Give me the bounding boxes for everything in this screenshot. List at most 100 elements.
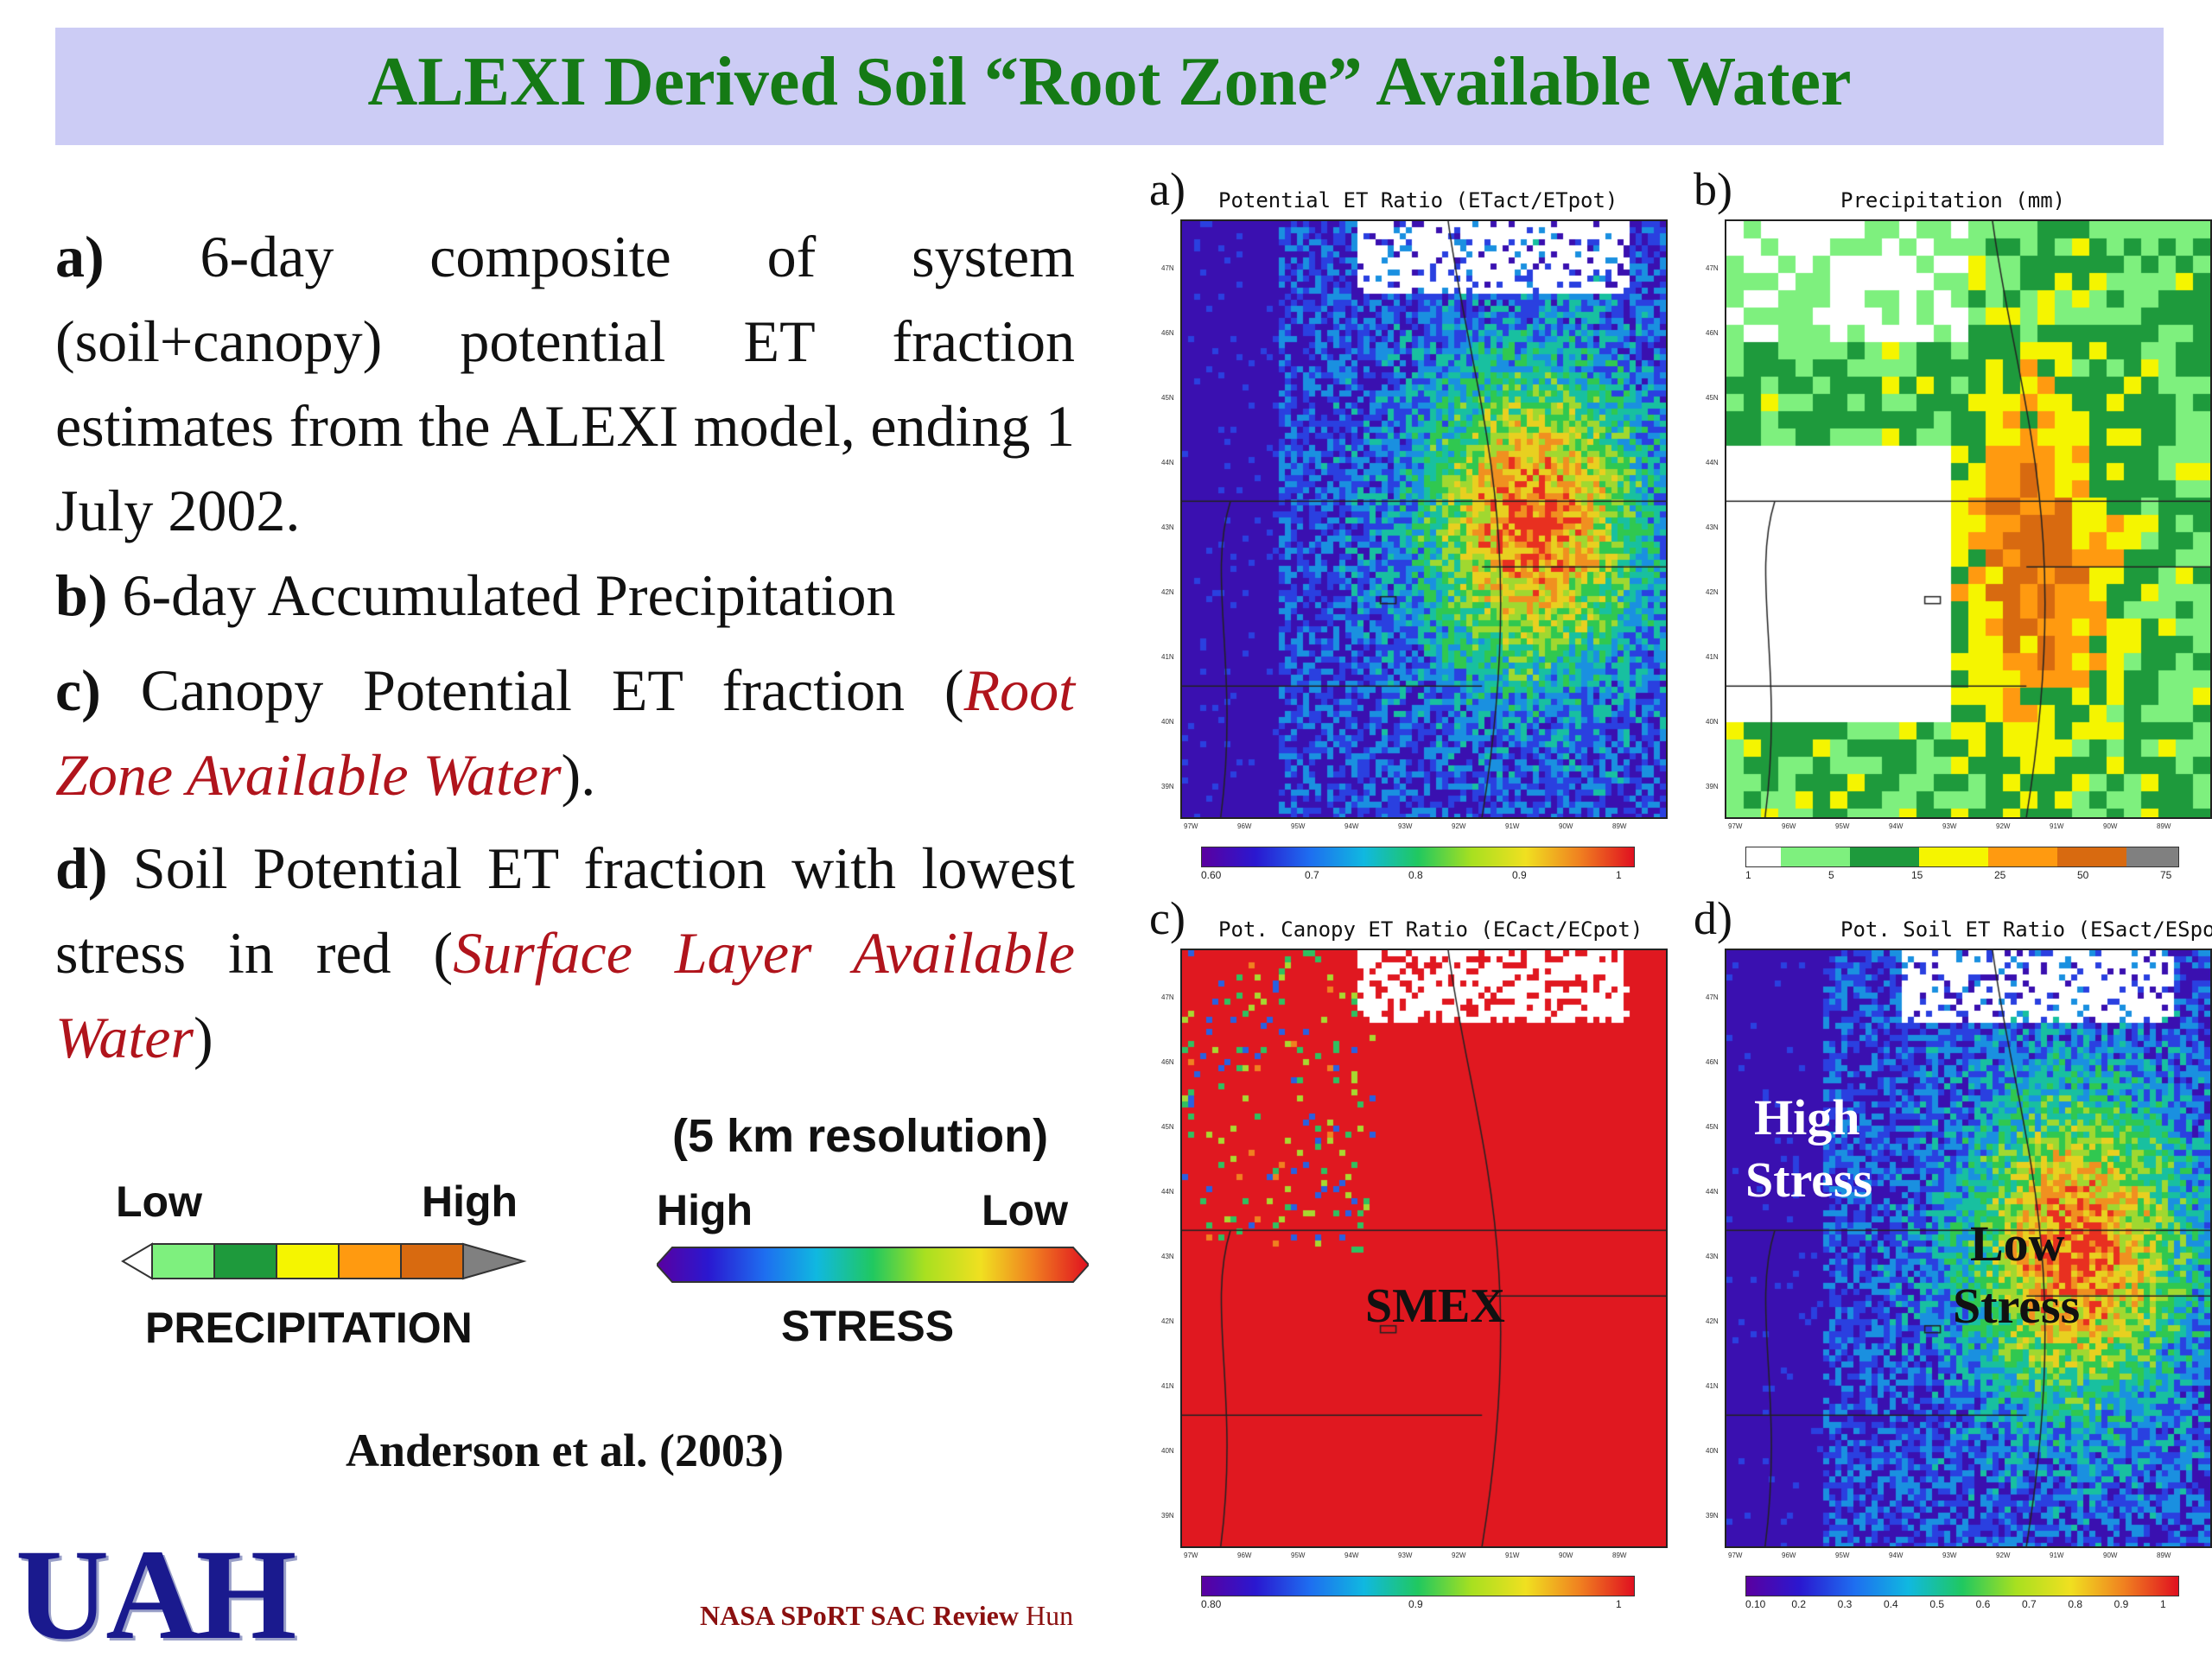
lat-tick: 39N — [1161, 1512, 1174, 1520]
lon-tick: 91W — [2050, 822, 2064, 830]
map-image — [1725, 219, 2212, 819]
lon-tick: 93W — [1942, 1552, 1957, 1559]
panel-colorbar — [1745, 847, 2179, 867]
precip-legend-segment — [213, 1243, 277, 1279]
colorbar-tick: 1 — [1616, 869, 1622, 881]
map-panel-b: b) Precipitation (mm) 47N 46N 45N 44N 43N 42N 41… — [1694, 163, 2212, 881]
lat-tick: 45N — [1161, 1123, 1174, 1131]
precip-legend-bar — [121, 1242, 527, 1280]
map-raster — [1182, 950, 1666, 1546]
lon-tick: 91W — [2050, 1552, 2064, 1559]
colorbar-tick: 1 — [2160, 1598, 2166, 1610]
panel-title: Pot. Soil ET Ratio (ESact/ESpot) — [1840, 917, 2212, 942]
low-stress-label-1: Low — [1970, 1215, 2065, 1272]
lat-tick: 43N — [1706, 524, 1719, 531]
colorbar-tick: 15 — [1911, 869, 1923, 881]
uah-logo: UAH — [16, 1523, 296, 1666]
item-b-text: 6-day Accumulated Precipitation — [107, 562, 896, 628]
lat-tick: 44N — [1161, 459, 1174, 466]
colorbar-tick: 0.7 — [2022, 1598, 2037, 1610]
lat-tick: 45N — [1706, 394, 1719, 402]
lat-tick: 41N — [1161, 1382, 1174, 1390]
lon-tick: 96W — [1782, 822, 1796, 830]
lon-tick: 97W — [1184, 1552, 1198, 1559]
map-panel-d: d) Pot. Soil ET Ratio (ESact/ESpot) 47N 46N… — [1694, 892, 2212, 1610]
lat-tick: 45N — [1706, 1123, 1719, 1131]
resolution-note: (5 km resolution) — [672, 1110, 1049, 1162]
lat-tick: 42N — [1706, 1317, 1719, 1325]
lon-tick: 93W — [1398, 822, 1413, 830]
low-stress-label-2: Stress — [1953, 1278, 2081, 1334]
map-raster — [1726, 221, 2210, 817]
panel-title: Precipitation (mm) — [1840, 188, 2066, 213]
lon-tick: 94W — [1889, 1552, 1904, 1559]
lat-tick: 40N — [1706, 718, 1719, 726]
lat-tick: 47N — [1706, 264, 1719, 272]
lat-tick: 46N — [1706, 1058, 1719, 1066]
lat-tick: 43N — [1161, 1253, 1174, 1260]
colorbar-tick: 25 — [1994, 869, 2006, 881]
lat-tick: 39N — [1706, 783, 1719, 790]
lat-tick: 41N — [1706, 653, 1719, 661]
item-c-red: Root Zone Available Water — [55, 657, 1075, 808]
colorbar-tick: 0.3 — [1837, 1598, 1853, 1610]
lon-tick: 92W — [1996, 1552, 2011, 1559]
lon-tick: 90W — [2103, 1552, 2118, 1559]
item-d-end: ) — [193, 1005, 213, 1070]
item-a-letter: a) — [55, 224, 105, 289]
map-image — [1180, 219, 1668, 819]
lon-tick: 96W — [1237, 822, 1252, 830]
lon-tick: 90W — [2103, 822, 2118, 830]
stress-legend-high: High — [657, 1186, 753, 1234]
colorbar-tick: 0.9 — [2113, 1598, 2129, 1610]
stress-legend-label: STRESS — [781, 1302, 955, 1350]
map-raster — [1182, 221, 1666, 817]
high-stress-label-2: Stress — [1745, 1152, 1873, 1208]
lat-tick: 45N — [1161, 394, 1174, 402]
lon-tick: 89W — [1612, 822, 1627, 830]
precip-legend-high: High — [422, 1177, 518, 1226]
lat-tick: 46N — [1706, 329, 1719, 337]
title-bar: ALEXI Derived Soil “Root Zone” Available… — [55, 28, 2164, 145]
lon-tick: 93W — [1398, 1552, 1413, 1559]
lon-tick: 94W — [1344, 822, 1359, 830]
lat-tick: 40N — [1706, 1447, 1719, 1455]
lat-tick: 44N — [1161, 1188, 1174, 1196]
lat-tick: 42N — [1706, 588, 1719, 596]
lat-tick: 47N — [1706, 993, 1719, 1001]
item-a-text: 6-day composite of system (soil+canopy) … — [55, 224, 1075, 543]
lon-tick: 97W — [1728, 822, 1743, 830]
panel-letter: d) — [1694, 892, 1732, 944]
precip-legend-label: PRECIPITATION — [145, 1304, 473, 1352]
item-d-red: Surface Layer Available Water — [55, 920, 1075, 1070]
lon-tick: 90W — [1559, 1552, 1573, 1559]
citation: Anderson et al. (2003) — [346, 1425, 784, 1476]
lon-tick: 91W — [1505, 1552, 1520, 1559]
panel-colorbar — [1745, 1576, 2179, 1596]
lat-tick: 39N — [1161, 783, 1174, 790]
map-panel-c: c) Pot. Canopy ET Ratio (ECact/ECpot) 47N 4… — [1149, 892, 1668, 1610]
smex-label: SMEX — [1365, 1279, 1505, 1333]
lat-tick: 47N — [1161, 264, 1174, 272]
map-raster — [1726, 950, 2210, 1546]
colorbar-tick: 0.60 — [1201, 869, 1222, 881]
colorbar-tick: 1 — [1745, 869, 1751, 881]
colorbar-tick: 0.10 — [1745, 1598, 1766, 1610]
map-panel-a: a) Potential ET Ratio (ETact/ETpot) 47N 46N… — [1149, 163, 1668, 881]
item-b-letter: b) — [55, 562, 108, 628]
panel-title: Potential ET Ratio (ETact/ETpot) — [1218, 188, 1618, 213]
lat-tick: 44N — [1706, 1188, 1719, 1196]
colorbar-tick: 50 — [2077, 869, 2089, 881]
panel-letter: b) — [1694, 163, 1732, 215]
stress-legend-low: Low — [982, 1186, 1068, 1234]
map-image — [1725, 949, 2212, 1548]
colorbar-tick: 0.4 — [1884, 1598, 1898, 1610]
lon-tick: 92W — [1452, 1552, 1466, 1559]
item-d-text: Soil Potential ET fraction with lowest s… — [55, 835, 1075, 986]
lat-tick: 46N — [1161, 1058, 1174, 1066]
colorbar-tick: 75 — [2160, 869, 2172, 881]
lat-tick: 43N — [1706, 1253, 1719, 1260]
footer-plain: Hun — [1025, 1600, 1074, 1631]
item-c: c) Canopy Potential ET fraction (Root Zo… — [55, 648, 1075, 817]
item-c-text: Canopy Potential ET fraction ( — [100, 657, 964, 723]
